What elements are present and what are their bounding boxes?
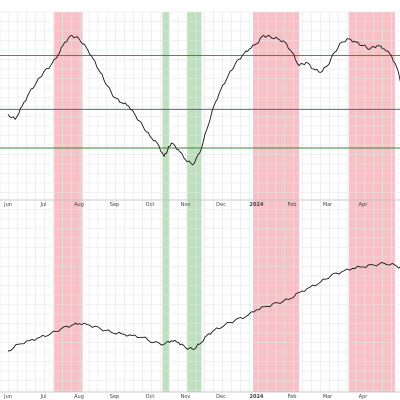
x-tick-label: Sep [110, 202, 119, 208]
x-tick-label: Feb [288, 394, 297, 400]
x-tick-label: Mar [323, 202, 333, 208]
x-tick-label: 2024 [250, 394, 264, 400]
x-tick-label: Dec [216, 202, 226, 208]
x-tick-label: Mar [323, 394, 333, 400]
frame-layer [0, 199, 400, 393]
x-tick-label: Jul [39, 394, 46, 400]
x-tick-label: Nov [181, 202, 191, 208]
oversold-zone [162, 12, 170, 200]
x-tick-label: Dec [216, 394, 226, 400]
zones-layer [54, 12, 395, 392]
x-tick-label: Jul [39, 202, 46, 208]
x-tick-label: Jun [3, 202, 12, 208]
x-tick-label: Aug [74, 394, 84, 400]
overbought-zone [348, 200, 395, 392]
oversold-zone [187, 12, 202, 200]
price-series-line [7, 261, 400, 352]
reference-lines-layer [0, 55, 400, 149]
x-tick-label: 2024 [250, 202, 264, 208]
x-tick-label: Nov [181, 394, 191, 400]
x-tick-label: Jun [3, 394, 12, 400]
x-tick-label: Apr [359, 394, 369, 400]
overbought-zone [54, 200, 83, 392]
x-tick-label: Feb [288, 202, 297, 208]
x-tick-label: Apr [359, 202, 369, 208]
x-tick-label: Sep [110, 394, 119, 400]
overbought-zone [54, 12, 83, 200]
overbought-zone [348, 12, 395, 200]
oscillator-series-line [7, 34, 400, 166]
x-tick-label: Aug [74, 202, 84, 208]
tick-labels-layer: Jun Jul Aug Sep Oct Nov Dec 2024 Feb Mar Apr Jun Jul… [3, 202, 368, 400]
grid-layer [0, 11, 400, 392]
x-tick-label: Oct [146, 394, 155, 400]
x-tick-label: Oct [146, 202, 155, 208]
series-layer [7, 34, 400, 352]
oversold-zone [162, 200, 170, 392]
